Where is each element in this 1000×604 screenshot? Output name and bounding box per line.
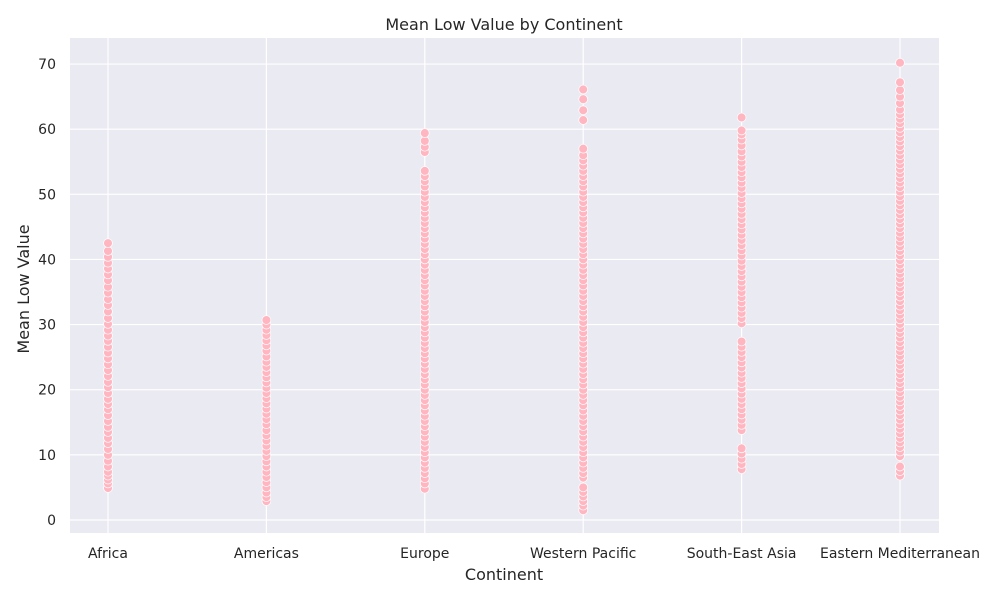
data-point	[578, 105, 588, 116]
x-tick-label: Eastern Mediterranean	[820, 546, 980, 562]
x-tick-label: Europe	[400, 546, 449, 562]
y-tick-label: 50	[38, 187, 56, 203]
data-point	[736, 443, 747, 454]
data-point	[420, 128, 430, 138]
chart-title: Mean Low Value by Continent	[385, 15, 622, 34]
x-axis-title: Continent	[465, 565, 543, 584]
data-point	[895, 57, 905, 68]
data-point	[420, 166, 430, 176]
y-axis-title: Mean Low Value	[14, 224, 33, 353]
y-tick-label: 20	[38, 383, 56, 399]
points-layer	[103, 57, 905, 515]
y-tick-label: 0	[47, 513, 56, 529]
data-point	[578, 94, 588, 104]
data-point	[736, 336, 747, 347]
x-tick-label: South-East Asia	[687, 546, 797, 562]
data-point	[895, 461, 905, 472]
plot-area	[70, 38, 939, 533]
data-point	[103, 238, 113, 248]
x-tick-label: Americas	[234, 546, 299, 562]
y-tick-label: 60	[38, 122, 56, 138]
y-tick-label: 40	[38, 252, 56, 268]
data-point	[578, 84, 588, 95]
y-tick-label: 30	[38, 318, 56, 334]
x-tick-labels: Africa Americas Europe Western Pacific South…	[88, 546, 980, 562]
data-point	[736, 125, 747, 136]
data-point	[578, 143, 588, 154]
data-point	[895, 77, 905, 88]
x-tick-label: Africa	[88, 546, 128, 562]
data-point	[578, 115, 588, 125]
y-tick-label: 70	[38, 57, 56, 73]
x-tick-label: Western Pacific	[530, 546, 636, 562]
data-point	[736, 112, 747, 123]
y-tick-label: 10	[38, 448, 56, 464]
y-tick-labels: 0 10 20 30 40 50 60 70	[38, 57, 56, 529]
data-point	[578, 482, 588, 493]
data-point	[261, 315, 272, 325]
